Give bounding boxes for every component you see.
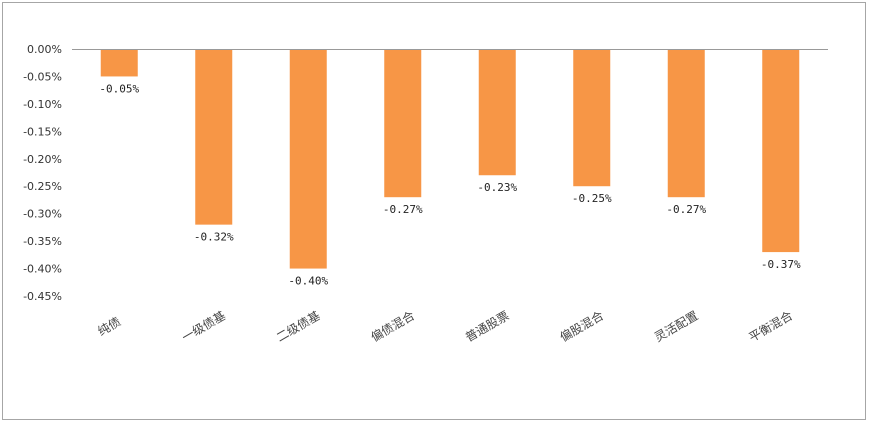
y-tick-label: -0.45% [23, 290, 62, 303]
x-category-label: 平衡混合 [746, 308, 795, 345]
x-axis-categories: 纯债 一级债基 二级债基 偏债混合 普通股票 偏股混合 灵活配置 平衡混合 [95, 308, 795, 345]
x-category-label: 二级债基 [274, 308, 323, 344]
data-label: -0.25% [572, 192, 612, 205]
bar [100, 49, 138, 77]
data-label: -0.27% [383, 203, 423, 216]
y-axis: 0.00% -0.05% -0.10% -0.15% -0.20% -0.25% -0.30… [23, 43, 62, 303]
bar [667, 49, 705, 198]
bar [573, 49, 611, 187]
y-tick-label: -0.20% [23, 153, 62, 166]
data-labels: -0.05% -0.32% -0.40% -0.27% -0.23% -0.25% -0.2… [99, 82, 801, 287]
y-tick-label: -0.25% [23, 180, 62, 193]
y-tick-label: -0.35% [23, 235, 62, 248]
y-tick-label: -0.05% [23, 70, 62, 83]
data-label: -0.05% [99, 82, 139, 95]
bar [384, 49, 422, 198]
x-category-label: 普通股票 [463, 308, 512, 344]
x-category-label: 灵活配置 [652, 308, 701, 344]
bar [195, 49, 233, 225]
data-label: -0.32% [194, 231, 234, 244]
y-tick-label: 0.00% [27, 43, 62, 56]
x-category-label: 偏股混合 [557, 308, 606, 345]
bar [289, 49, 327, 269]
y-tick-label: -0.30% [23, 208, 62, 221]
bar [762, 49, 800, 253]
data-label: -0.27% [666, 203, 706, 216]
data-label: -0.23% [477, 181, 517, 194]
x-category-label: 纯债 [95, 314, 123, 338]
y-tick-label: -0.15% [23, 125, 62, 138]
data-label: -0.40% [288, 275, 328, 288]
data-label: -0.37% [761, 258, 801, 271]
y-tick-label: -0.10% [23, 98, 62, 111]
x-category-label: 偏债混合 [368, 308, 417, 345]
bars [100, 49, 800, 269]
x-category-label: 一级债基 [179, 308, 228, 344]
bar [478, 49, 516, 176]
y-tick-label: -0.40% [23, 263, 62, 276]
